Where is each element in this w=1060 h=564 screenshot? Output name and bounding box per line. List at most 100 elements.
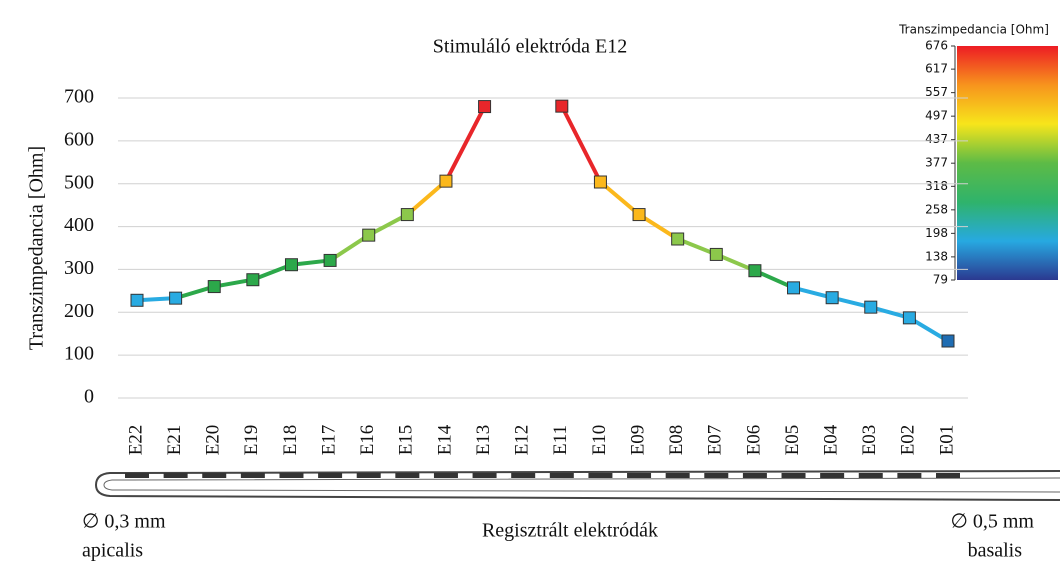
electrode-contact: [395, 473, 420, 478]
line-segment: [559, 104, 603, 184]
x-tick-label: E14: [434, 424, 455, 455]
electrode-contact: [627, 473, 652, 478]
x-tick-label: E17: [318, 425, 339, 456]
marker: [555, 99, 569, 113]
marker: [825, 291, 839, 305]
x-tick-label: E21: [164, 425, 185, 456]
chart-title: Stimuláló elektróda E12: [433, 36, 627, 58]
marker: [902, 311, 916, 325]
colorbar-tick-label: 198: [925, 226, 948, 240]
electrode-contact: [163, 473, 188, 478]
electrode-inner: [103, 477, 1060, 493]
y-tick-label: 100: [64, 343, 94, 365]
annotation: ∅ 0,5 mm: [950, 511, 1034, 533]
electrode-outline: [94, 470, 1060, 501]
line-segments: [135, 104, 950, 343]
electrode-contact: [588, 473, 613, 478]
marker: [323, 253, 337, 267]
x-tick-label: E06: [743, 425, 764, 456]
marker: [941, 334, 955, 348]
marker: [439, 174, 453, 188]
marker: [593, 175, 607, 189]
marker: [169, 291, 183, 305]
marker: [748, 264, 762, 278]
x-tick-label: E04: [821, 424, 842, 455]
x-tick-label: E20: [203, 425, 224, 456]
colorbar-label: Transzimpedancia [Ohm]: [898, 23, 1049, 37]
electrode-contact: [125, 473, 149, 478]
colorbar: Transzimpedancia [Ohm] 79 138 198 258 318 377…: [888, 23, 1060, 287]
electrode-contact: [781, 473, 806, 478]
marker: [671, 232, 685, 246]
electrode-contact: [936, 473, 960, 478]
colorbar-tick-label: 557: [925, 85, 948, 99]
marker: [709, 247, 723, 261]
electrode-contact: [897, 473, 922, 478]
y-tick-label: 600: [64, 128, 94, 150]
annotation: ∅ 0,3 mm: [82, 511, 166, 533]
x-axis-label: Regisztrált elektródák: [482, 520, 658, 542]
marker: [207, 280, 221, 294]
line-segment: [443, 104, 487, 184]
electrode-contact: [202, 473, 227, 478]
x-tick-label: E09: [627, 425, 648, 456]
x-tick-label: E08: [666, 425, 687, 456]
marker: [284, 258, 298, 272]
marker: [787, 281, 801, 295]
marker: [246, 273, 260, 287]
electrode-contact: [511, 473, 536, 478]
x-tick-label: E18: [280, 425, 301, 456]
electrode-contact: [820, 473, 845, 478]
annotation: apicalis: [82, 540, 143, 562]
marker: [362, 228, 376, 242]
electrode-contact: [665, 473, 690, 478]
x-tick-label: E03: [859, 425, 880, 456]
y-axis-label: Transzimpedancia [Ohm]: [26, 146, 48, 350]
y-tick-label: 400: [64, 214, 94, 236]
colorbar-tick-label: 79: [933, 273, 948, 287]
colorbar-tick-label: 497: [925, 109, 948, 123]
electrode-contact: [356, 473, 381, 478]
marker: [864, 300, 878, 314]
colorbar-scale: [957, 46, 1058, 280]
annotation: basalis: [968, 540, 1023, 562]
x-tick-label: E11: [550, 425, 571, 455]
electrode-contact: [318, 473, 343, 478]
marker: [478, 100, 492, 114]
y-tick-label: 200: [64, 300, 94, 322]
x-tick-label: E07: [705, 425, 726, 456]
x-tick-label: E15: [396, 425, 417, 456]
x-tick-label: E02: [898, 425, 919, 456]
electrode-contact: [433, 473, 458, 478]
colorbar-tick-label: 676: [925, 39, 948, 53]
y-tick-label: 500: [64, 171, 94, 193]
electrode-contact: [858, 473, 883, 478]
colorbar-tick-label: 258: [925, 202, 948, 216]
x-tick-label: E10: [589, 425, 610, 456]
colorbar-tick-label: 437: [925, 132, 948, 146]
y-tick-label: 700: [64, 86, 94, 108]
x-tick-label: E16: [357, 425, 378, 456]
colorbar-tick-label: 138: [925, 249, 948, 263]
x-tick-label: E05: [782, 425, 803, 456]
y-tick-label: 0: [84, 386, 94, 408]
x-tick-label: E22: [125, 425, 146, 456]
x-tick-label: E13: [473, 425, 494, 456]
grid: [118, 97, 968, 399]
electrode-contact: [704, 473, 729, 478]
electrode-contact: [742, 473, 767, 478]
colorbar-tick-label: 318: [925, 179, 948, 193]
colorbar-tick-label: 617: [925, 62, 948, 76]
electrode-contact: [549, 473, 574, 478]
electrode-contact: [240, 473, 265, 478]
electrode-contact: [472, 473, 497, 478]
marker: [130, 293, 144, 307]
x-tick-label: E12: [512, 425, 533, 456]
electrode-contact: [279, 473, 304, 478]
marker: [632, 208, 646, 222]
marker: [400, 208, 414, 222]
y-tick-label: 300: [64, 257, 94, 279]
x-tick-label: E01: [936, 425, 957, 456]
colorbar-tick-label: 377: [925, 156, 948, 170]
